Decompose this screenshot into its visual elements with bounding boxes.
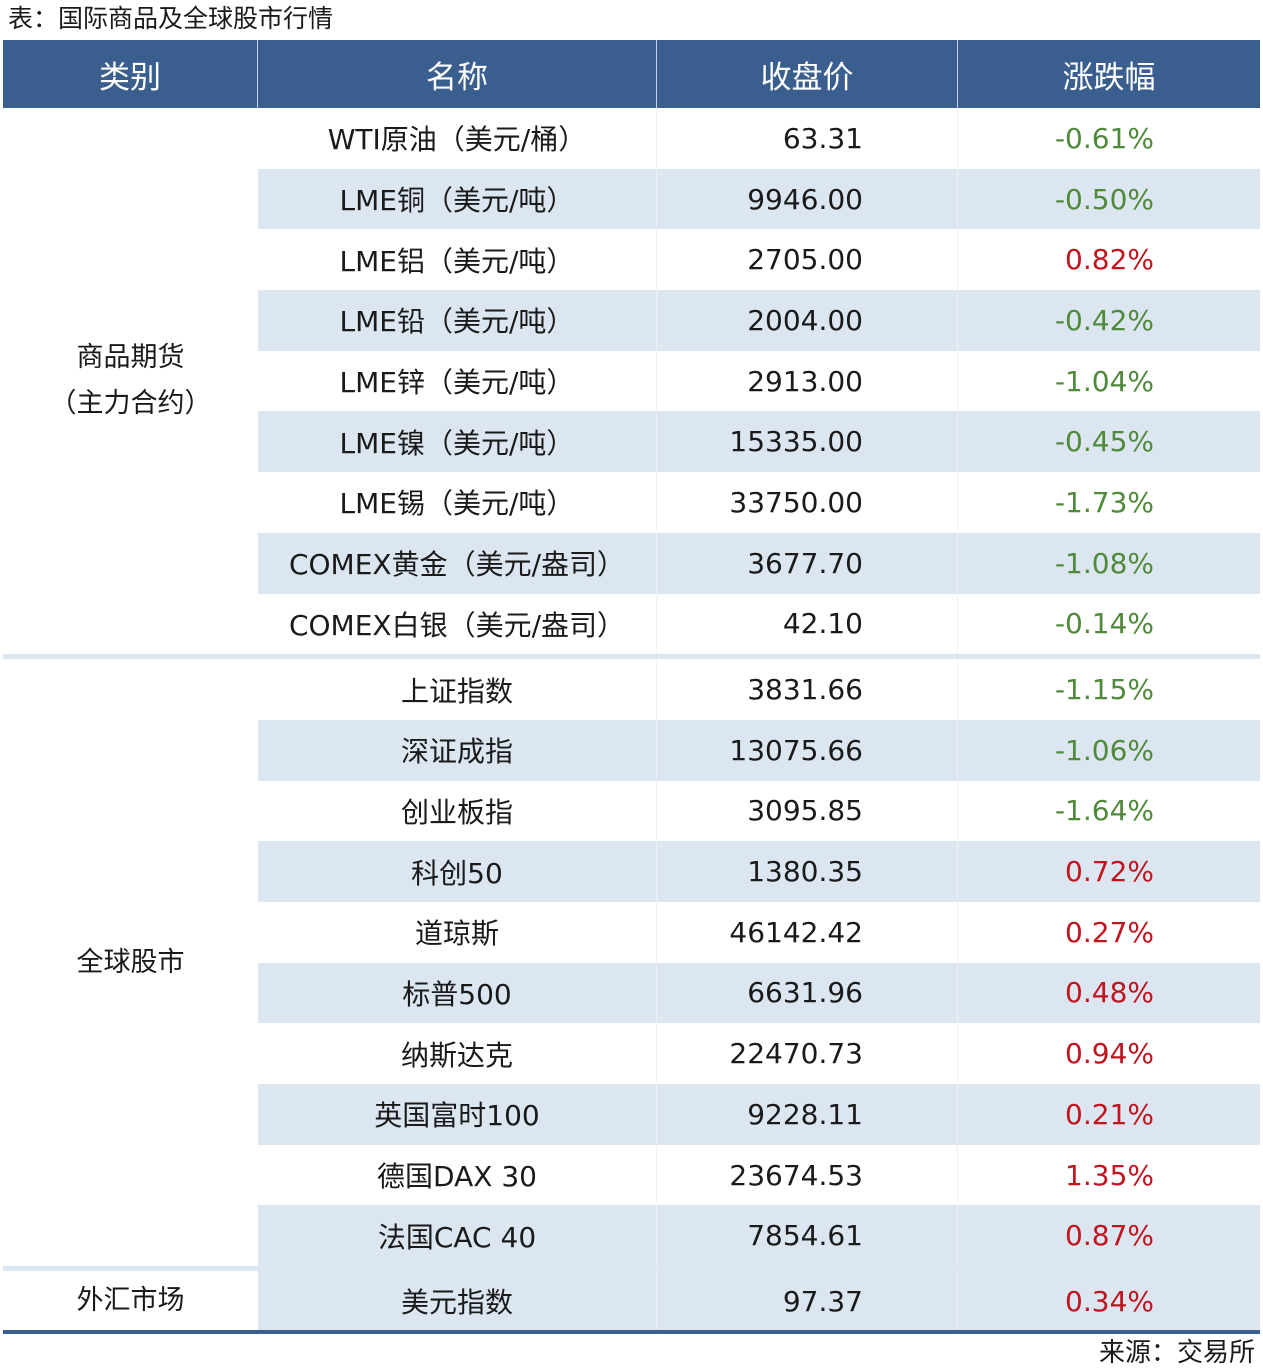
price-cell: 63.31: [657, 108, 958, 169]
price-cell: 3677.70: [657, 532, 958, 594]
table-row: 科创50 1380.35 0.72%: [258, 841, 1260, 902]
table-row: 法国CAC 40 7854.61 0.87%: [258, 1205, 1260, 1267]
name-cell: COMEX黄金（美元/盎司）: [258, 532, 657, 594]
table-row: 德国DAX 30 23674.53 1.35%: [258, 1144, 1260, 1206]
header-change: 涨跌幅: [1062, 59, 1156, 96]
table-row: WTI原油（美元/桶） 63.31 -0.61%: [258, 108, 1260, 169]
change-cell: -0.42%: [1054, 303, 1154, 337]
change-cell: -0.45%: [1054, 425, 1154, 459]
price-cell: 97.37: [657, 1271, 958, 1332]
name-cell: 美元指数: [258, 1271, 657, 1332]
name-cell: WTI原油（美元/桶）: [258, 108, 657, 169]
market-table: 类别 名称 收盘价 涨跌幅 商品期货 （主力合约） WTI原油（美元/桶） 63.3…: [3, 40, 1260, 1332]
price-cell: 9228.11: [657, 1084, 958, 1145]
change-cell: 0.48%: [1065, 976, 1154, 1010]
price-cell: 2705.00: [657, 229, 958, 291]
change-cell: -1.15%: [1054, 673, 1154, 707]
change-cell: -1.06%: [1054, 733, 1154, 767]
table-row: COMEX白银（美元/盎司） 42.10 -0.14%: [258, 593, 1260, 655]
table-row: 创业板指 3095.85 -1.64%: [258, 780, 1260, 842]
change-cell: 0.27%: [1065, 915, 1154, 949]
price-cell: 7854.61: [657, 1205, 958, 1267]
table-row: 深证成指 13075.66 -1.06%: [258, 719, 1260, 781]
name-cell: LME镍（美元/吨）: [258, 411, 657, 473]
price-cell: 3095.85: [657, 780, 958, 842]
category-cell: 全球股市: [3, 659, 258, 1267]
name-cell: LME铝（美元/吨）: [258, 229, 657, 291]
price-cell: 6631.96: [657, 962, 958, 1024]
table-title: 表：国际商品及全球股市行情: [8, 4, 334, 33]
change-cell: -0.14%: [1054, 607, 1154, 641]
change-cell: 0.21%: [1065, 1097, 1154, 1131]
name-cell: 德国DAX 30: [258, 1144, 657, 1206]
price-cell: 1380.35: [657, 841, 958, 902]
price-cell: 46142.42: [657, 901, 958, 963]
price-cell: 22470.73: [657, 1023, 958, 1084]
table-row: LME铅（美元/吨） 2004.00 -0.42%: [258, 290, 1260, 351]
change-cell: 0.34%: [1065, 1284, 1154, 1318]
price-cell: 15335.00: [657, 411, 958, 473]
name-cell: 英国富时100: [258, 1084, 657, 1145]
name-cell: 深证成指: [258, 719, 657, 781]
table-row: 上证指数 3831.66 -1.15%: [258, 659, 1260, 720]
category-cell: 商品期货 （主力合约）: [3, 108, 258, 655]
table-body: 商品期货 （主力合约） WTI原油（美元/桶） 63.31 -0.61% LME铜（美元…: [3, 108, 1260, 1332]
table-row: 美元指数 97.37 0.34%: [258, 1271, 1260, 1332]
change-cell: -1.73%: [1054, 485, 1154, 519]
table-row: 纳斯达克 22470.73 0.94%: [258, 1023, 1260, 1084]
name-cell: 纳斯达克: [258, 1023, 657, 1084]
change-cell: -1.08%: [1054, 546, 1154, 580]
name-cell: 上证指数: [258, 659, 657, 720]
table-row: 标普500 6631.96 0.48%: [258, 962, 1260, 1024]
row-group: 外汇市场 美元指数 97.37 0.34%: [3, 1266, 1260, 1332]
name-cell: 法国CAC 40: [258, 1205, 657, 1267]
price-cell: 33750.00: [657, 472, 958, 533]
table-row: LME锌（美元/吨） 2913.00 -1.04%: [258, 350, 1260, 412]
table-row: COMEX黄金（美元/盎司） 3677.70 -1.08%: [258, 532, 1260, 594]
change-cell: -0.61%: [1054, 121, 1154, 155]
name-cell: LME铜（美元/吨）: [258, 168, 657, 230]
change-cell: -1.04%: [1054, 364, 1154, 398]
table-row: 道琼斯 46142.42 0.27%: [258, 901, 1260, 963]
row-group: 全球股市 上证指数 3831.66 -1.15% 深证成指 13075.66 -1.06% 创…: [3, 654, 1260, 1267]
table-row: LME铜（美元/吨） 9946.00 -0.50%: [258, 168, 1260, 230]
price-cell: 2913.00: [657, 350, 958, 412]
name-cell: 标普500: [258, 962, 657, 1024]
row-group: 商品期货 （主力合约） WTI原油（美元/桶） 63.31 -0.61% LME铜（美元…: [3, 108, 1260, 655]
table-row: LME铝（美元/吨） 2705.00 0.82%: [258, 229, 1260, 291]
name-cell: LME锡（美元/吨）: [258, 472, 657, 533]
bottom-rule: [3, 1330, 1260, 1334]
price-cell: 13075.66: [657, 719, 958, 781]
table-row: LME镍（美元/吨） 15335.00 -0.45%: [258, 411, 1260, 473]
name-cell: COMEX白银（美元/盎司）: [258, 593, 657, 655]
change-cell: 0.87%: [1065, 1219, 1154, 1253]
price-cell: 23674.53: [657, 1144, 958, 1206]
header-category: 类别: [3, 40, 258, 108]
change-cell: 0.82%: [1065, 243, 1154, 277]
change-cell: 0.94%: [1065, 1037, 1154, 1071]
name-cell: 道琼斯: [258, 901, 657, 963]
price-cell: 3831.66: [657, 659, 958, 720]
name-cell: LME锌（美元/吨）: [258, 350, 657, 412]
table-row: LME锡（美元/吨） 33750.00 -1.73%: [258, 472, 1260, 533]
price-cell: 42.10: [657, 593, 958, 655]
price-cell: 9946.00: [657, 168, 958, 230]
name-cell: 创业板指: [258, 780, 657, 842]
header-name: 名称: [258, 40, 657, 108]
source-note: 来源：交易所: [1098, 1338, 1255, 1368]
table-row: 英国富时100 9228.11 0.21%: [258, 1084, 1260, 1145]
table-header: 类别 名称 收盘价 涨跌幅: [3, 40, 1260, 108]
name-cell: LME铅（美元/吨）: [258, 290, 657, 351]
price-cell: 2004.00: [657, 290, 958, 351]
change-cell: -0.50%: [1054, 182, 1154, 216]
change-cell: 0.72%: [1065, 855, 1154, 889]
header-price: 收盘价: [657, 40, 958, 108]
name-cell: 科创50: [258, 841, 657, 902]
category-cell: 外汇市场: [3, 1271, 258, 1332]
change-cell: -1.64%: [1054, 794, 1154, 828]
change-cell: 1.35%: [1065, 1158, 1154, 1192]
